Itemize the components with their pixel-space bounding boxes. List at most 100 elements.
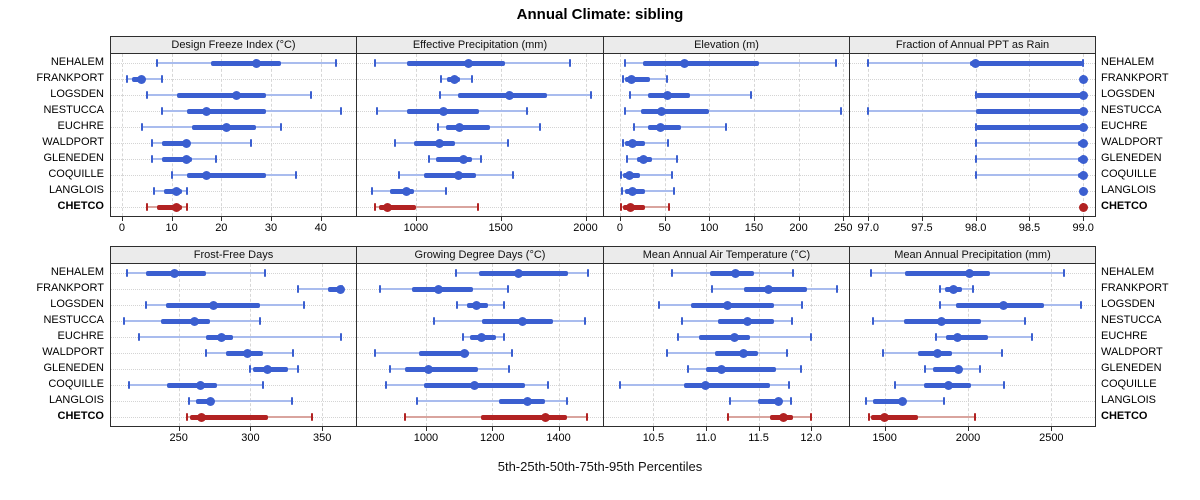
median-dot [439,106,449,116]
cap-95th [511,171,514,179]
strip-title: Effective Precipitation (mm) [412,39,548,51]
cap-5th [657,301,660,309]
gridline-vertical [619,54,621,216]
x-tick-label: 0 [616,222,623,234]
site-label-coquille: COQUILLE [1101,378,1157,390]
whisker-5th-95th [629,94,752,96]
box-25th-75th [691,302,775,308]
median-dot [722,300,732,310]
x-tick-label: 250 [169,432,188,444]
median-dot [638,154,648,164]
cap-95th [502,301,505,309]
cap-95th [670,171,673,179]
x-tick [171,217,173,221]
gridline-horizontal [357,207,603,208]
median-dot [205,396,215,406]
cap-95th [586,269,589,277]
site-label-frankport: FRANKPORT [1101,282,1169,294]
cap-5th [867,107,870,115]
cap-95th [185,187,188,195]
gridline-vertical [585,54,587,216]
cap-95th [510,349,513,357]
cap-5th [622,75,625,83]
site-label-nehalem: NEHALEM [1101,56,1155,68]
cap-95th [259,317,262,325]
x-tick [178,427,180,431]
cap-5th [393,139,396,147]
box-25th-75th [161,140,190,146]
box-25th-75th [211,60,281,66]
site-label-nestucca: NESTUCCA [43,314,104,326]
x-tick [705,427,707,431]
cap-5th [621,139,624,147]
box-25th-75th [904,270,990,276]
x-tick [968,427,969,431]
gridline-horizontal [604,79,849,80]
site-label-chetco: CHETCO [57,410,104,422]
x-tick [753,217,755,221]
gridline-horizontal [604,143,849,144]
box-25th-75th [176,92,267,98]
cap-5th [432,317,435,325]
cap-5th [666,349,669,357]
cap-5th [375,107,378,115]
x-tick-label: 2500 [1039,432,1064,444]
cap-5th [680,317,683,325]
cap-95th [215,155,218,163]
median-dot [251,58,261,68]
x-tick-label: 11.5 [748,432,769,444]
cap-5th [373,349,376,357]
cap-95th [584,317,587,325]
box-25th-75th [161,318,211,324]
median-dot [458,154,468,164]
median-dot [477,332,487,342]
cap-95th [1079,301,1082,309]
gridline-horizontal [604,191,849,192]
cap-95th [788,381,791,389]
cap-95th [810,413,813,421]
cap-95th [725,123,728,131]
plot-mean-annual-precipitation [849,263,1096,427]
cap-95th [506,285,509,293]
cap-5th [145,91,148,99]
gridline-horizontal [850,127,1095,128]
median-dot [701,380,711,390]
box-25th-75th [683,382,771,388]
cap-95th [974,413,977,421]
gridline-vertical [492,264,494,426]
cap-5th [619,203,622,211]
box-25th-75th [190,414,268,420]
strip-mean-annual-precipitation: Mean Annual Precipitation (mm) [849,246,1096,264]
cap-5th [893,381,896,389]
median-dot [657,106,667,116]
median-dot [197,412,207,422]
median-dot [231,90,241,100]
x-tick-label: 1000 [403,222,429,234]
box-25th-75th [932,366,961,372]
x-tick [843,217,845,221]
cap-5th [384,381,387,389]
gridline-vertical [884,264,886,426]
gridline-horizontal [111,207,356,208]
strip-title: Elevation (m) [694,39,759,51]
cap-5th [389,365,392,373]
median-dot [434,284,444,294]
gridline-vertical [1029,54,1031,216]
cap-5th [628,91,631,99]
gridline-vertical [753,54,755,216]
gridline-vertical [709,54,711,216]
cap-95th [1082,59,1085,67]
gridline-horizontal [357,79,603,80]
x-tick-label: 98.5 [1018,222,1041,234]
cap-95th [668,203,671,211]
box-25th-75th [705,366,777,372]
box-25th-75th [643,60,760,66]
cap-5th [126,269,129,277]
whisker-5th-95th [375,206,478,208]
strip-title: Mean Annual Precipitation (mm) [894,249,1051,261]
cap-95th [1030,333,1033,341]
x-tick [619,217,621,221]
cap-95th [971,285,974,293]
strip-title: Growing Degree Days (°C) [414,249,546,261]
box-25th-75th [970,60,1084,66]
